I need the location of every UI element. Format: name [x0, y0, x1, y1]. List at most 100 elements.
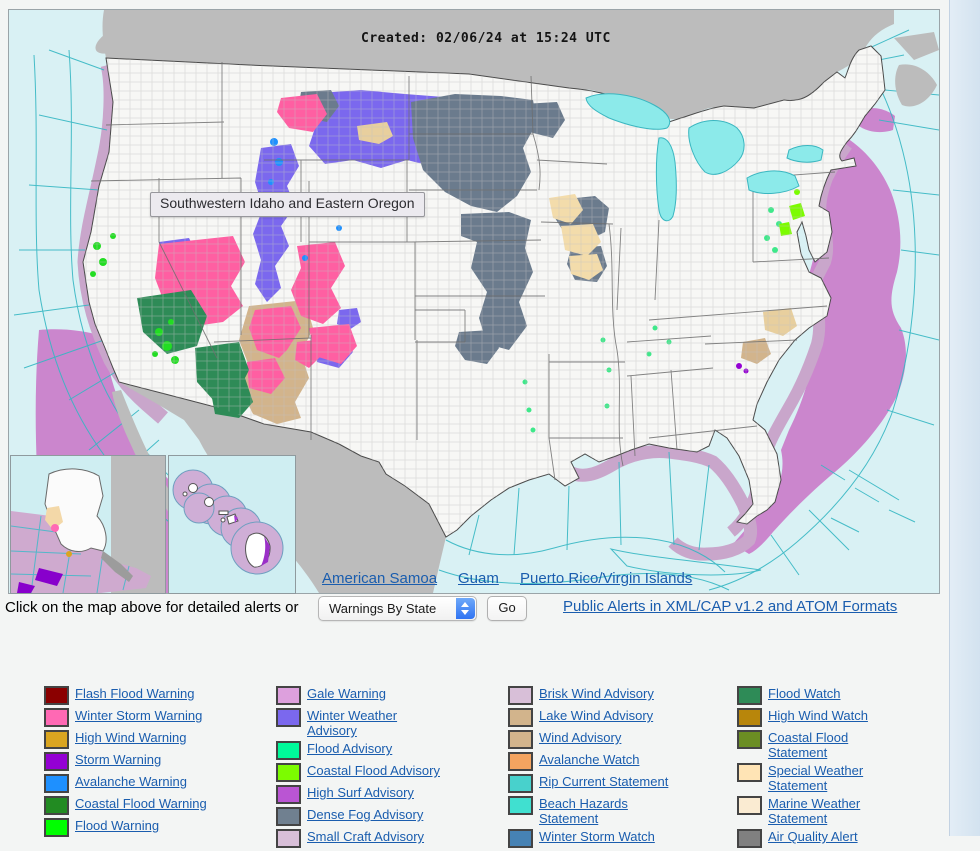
legend-label-link[interactable]: Gale Warning: [307, 686, 386, 701]
legend-color-swatch: [737, 686, 762, 705]
legend-item: Marine Weather Statement: [737, 796, 952, 826]
legend-item: Wind Advisory: [508, 730, 723, 749]
legend-item: Flood Advisory: [276, 741, 491, 760]
legend-item: Coastal Flood Warning: [44, 796, 259, 815]
legend-column-2: Gale Warning Winter Weather Advisory Flood…: [276, 686, 491, 851]
legend-color-swatch: [276, 807, 301, 826]
legend-label-link[interactable]: Coastal Flood Warning: [75, 796, 207, 811]
legend-item: Winter Storm Watch: [508, 829, 723, 848]
legend-color-swatch: [276, 763, 301, 782]
legend-item: Avalanche Warning: [44, 774, 259, 793]
legend-item: Coastal Flood Advisory: [276, 763, 491, 782]
legend-label-link[interactable]: Dense Fog Advisory: [307, 807, 424, 822]
legend-label-link[interactable]: Avalanche Warning: [75, 774, 188, 789]
legend-color-swatch: [44, 774, 69, 793]
created-timestamp: Created: 02/06/24 at 15:24 UTC: [361, 31, 611, 46]
legend-label-link[interactable]: Flood Watch: [768, 686, 841, 701]
map-tooltip: Southwestern Idaho and Eastern Oregon: [150, 192, 425, 217]
legend-item: Special Weather Statement: [737, 763, 952, 793]
legend-color-swatch: [508, 708, 533, 727]
legend-label-link[interactable]: Coastal Flood Advisory: [307, 763, 440, 778]
legend-color-swatch: [508, 774, 533, 793]
legend-item: Dense Fog Advisory: [276, 807, 491, 826]
legend-item: Air Quality Alert: [737, 829, 952, 848]
legend-label-link[interactable]: Avalanche Watch: [539, 752, 640, 767]
legend-label-link[interactable]: High Wind Warning: [75, 730, 187, 745]
legend-item: Beach Hazards Statement: [508, 796, 723, 826]
us-alerts-map[interactable]: Created: 02/06/24 at 15:24 UTC Southwest…: [8, 9, 940, 594]
link-american-samoa[interactable]: American Samoa: [322, 570, 438, 587]
alaska-inset-map[interactable]: [10, 455, 166, 594]
legend-label-link[interactable]: Winter Weather Advisory: [307, 708, 398, 738]
legend-item: Lake Wind Advisory: [508, 708, 723, 727]
legend-item: Flash Flood Warning: [44, 686, 259, 705]
legend-color-swatch: [276, 686, 301, 705]
legend-label-link[interactable]: Wind Advisory: [539, 730, 622, 745]
legend-label-link[interactable]: Special Weather Statement: [768, 763, 864, 793]
legend-item: Small Craft Advisory: [276, 829, 491, 848]
legend-label-link[interactable]: Small Craft Advisory: [307, 829, 425, 844]
legend-item: Winter Weather Advisory: [276, 708, 491, 738]
legend-label-link[interactable]: Rip Current Statement: [539, 774, 669, 789]
legend-item: Coastal Flood Statement: [737, 730, 952, 760]
legend-label-link[interactable]: Winter Storm Warning: [75, 708, 203, 723]
legend-label-link[interactable]: High Wind Watch: [768, 708, 868, 723]
legend-color-swatch: [737, 829, 762, 848]
legend-item: High Wind Warning: [44, 730, 259, 749]
go-button[interactable]: Go: [487, 596, 527, 621]
legend-column-4: Flood Watch High Wind Watch Coastal Flood …: [737, 686, 952, 851]
select-value: Warnings By State: [329, 601, 437, 616]
legend-item: High Surf Advisory: [276, 785, 491, 804]
map-prompt-text: Click on the map above for detailed aler…: [5, 599, 299, 616]
legend-item: Avalanche Watch: [508, 752, 723, 771]
legend-color-swatch: [737, 708, 762, 727]
public-alerts-formats-link[interactable]: Public Alerts in XML/CAP v1.2 and ATOM F…: [563, 598, 898, 615]
legend-color-swatch: [44, 708, 69, 727]
legend-label-link[interactable]: Beach Hazards Statement: [539, 796, 628, 826]
legend-label-link[interactable]: Winter Storm Watch: [539, 829, 655, 844]
legend-color-swatch: [508, 730, 533, 749]
legend-label-link[interactable]: Brisk Wind Advisory: [539, 686, 654, 701]
legend-color-swatch: [276, 829, 301, 848]
link-guam[interactable]: Guam: [458, 570, 499, 587]
legend-color-swatch: [508, 796, 533, 815]
legend-column-1: Flash Flood Warning Winter Storm Warning H…: [44, 686, 259, 840]
legend-color-swatch: [508, 686, 533, 705]
legend-color-swatch: [508, 752, 533, 771]
legend-item: Flood Warning: [44, 818, 259, 837]
legend-color-swatch: [737, 730, 762, 749]
legend-label-link[interactable]: Lake Wind Advisory: [539, 708, 654, 723]
link-puerto-rico-virgin-islands[interactable]: Puerto Rico/Virgin Islands: [520, 570, 693, 587]
legend-item: Winter Storm Warning: [44, 708, 259, 727]
legend-label-link[interactable]: Flood Advisory: [307, 741, 393, 756]
legend-color-swatch: [737, 763, 762, 782]
legend-item: High Wind Watch: [737, 708, 952, 727]
legend-label-link[interactable]: High Surf Advisory: [307, 785, 414, 800]
legend-color-swatch: [737, 796, 762, 815]
legend-item: Flood Watch: [737, 686, 952, 705]
map-canvas[interactable]: [9, 10, 939, 593]
legend-item: Brisk Wind Advisory: [508, 686, 723, 705]
legend-color-swatch: [44, 752, 69, 771]
legend-label-link[interactable]: Flood Warning: [75, 818, 160, 833]
legend-label-link[interactable]: Flash Flood Warning: [75, 686, 195, 701]
legend-color-swatch: [508, 829, 533, 848]
legend-color-swatch: [276, 741, 301, 760]
legend-label-link[interactable]: Coastal Flood Statement: [768, 730, 849, 760]
hawaii-inset-map[interactable]: [168, 455, 296, 594]
legend-item: Rip Current Statement: [508, 774, 723, 793]
legend-item: Gale Warning: [276, 686, 491, 705]
legend-color-swatch: [44, 796, 69, 815]
select-stepper-icon[interactable]: [456, 598, 475, 619]
legend-item: Storm Warning: [44, 752, 259, 771]
legend-label-link[interactable]: Marine Weather Statement: [768, 796, 861, 826]
legend-column-3: Brisk Wind Advisory Lake Wind Advisory Win…: [508, 686, 723, 851]
legend-color-swatch: [44, 818, 69, 837]
legend-label-link[interactable]: Air Quality Alert: [768, 829, 858, 844]
legend-color-swatch: [44, 686, 69, 705]
warnings-by-state-select[interactable]: Warnings By State: [318, 596, 477, 621]
legend-label-link[interactable]: Storm Warning: [75, 752, 162, 767]
legend-color-swatch: [44, 730, 69, 749]
window-scroll-strip[interactable]: [949, 0, 980, 836]
legend-color-swatch: [276, 708, 301, 727]
